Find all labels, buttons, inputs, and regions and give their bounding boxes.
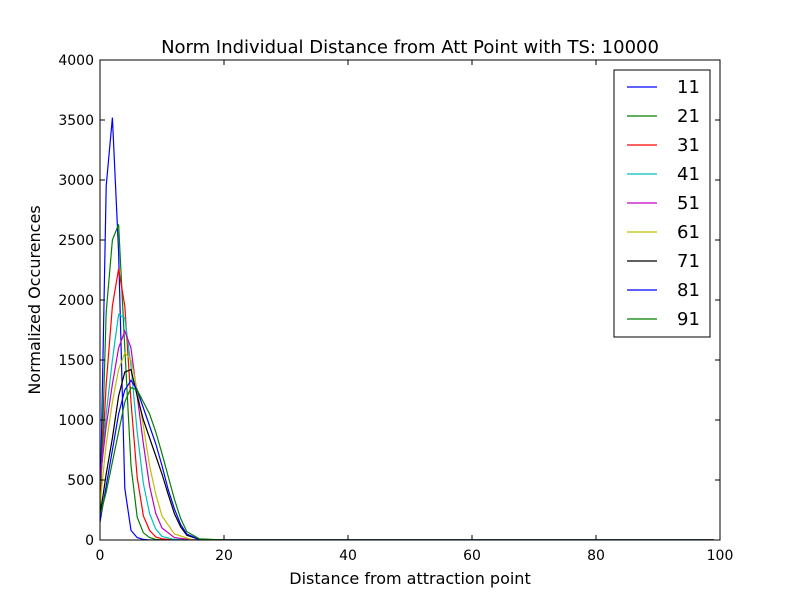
y-axis-label: Normalized Occurences — [25, 205, 44, 394]
legend-label-11: 11 — [677, 77, 700, 98]
series-line-61 — [100, 351, 714, 540]
x-tick-label: 100 — [707, 548, 734, 564]
legend-label-31: 31 — [677, 135, 700, 156]
x-tick-label: 80 — [587, 548, 605, 564]
series-line-21 — [100, 224, 714, 540]
series-line-71 — [100, 368, 714, 540]
series-line-11 — [100, 117, 714, 540]
series-layer — [100, 117, 714, 540]
legend-label-91: 91 — [677, 309, 700, 330]
y-tick-label: 4000 — [58, 53, 94, 69]
legend-label-41: 41 — [677, 164, 700, 185]
series-line-81 — [100, 379, 714, 540]
chart-title: Norm Individual Distance from Att Point … — [161, 37, 659, 58]
y-tick-label: 3000 — [58, 173, 94, 189]
legend-label-21: 21 — [677, 106, 700, 127]
series-line-91 — [100, 386, 714, 540]
x-axis-label: Distance from attraction point — [289, 569, 530, 588]
legend: 11 21 31 41 51 61 71 81 91 — [613, 69, 711, 338]
x-tick-label: 40 — [339, 548, 357, 564]
x-tick-label: 20 — [215, 548, 233, 564]
legend-label-71: 71 — [677, 251, 700, 272]
x-axis-ticks: 0 20 40 60 80 100 — [96, 60, 734, 564]
y-tick-label: 3500 — [58, 113, 94, 129]
series-line-51 — [100, 329, 714, 540]
y-tick-label: 1500 — [58, 353, 94, 369]
y-tick-label: 2500 — [58, 233, 94, 249]
series-line-41 — [100, 313, 714, 540]
legend-label-51: 51 — [677, 193, 700, 214]
legend-label-61: 61 — [677, 222, 700, 243]
y-axis-ticks: 0 500 1000 1500 2000 2500 3000 3500 4000 — [58, 53, 720, 549]
x-tick-label: 0 — [96, 548, 105, 564]
y-tick-label: 500 — [67, 473, 94, 489]
series-line-31 — [100, 268, 714, 540]
y-tick-label: 1000 — [58, 413, 94, 429]
x-tick-label: 60 — [463, 548, 481, 564]
legend-label-81: 81 — [677, 280, 700, 301]
y-tick-label: 2000 — [58, 293, 94, 309]
y-tick-label: 0 — [85, 533, 94, 549]
